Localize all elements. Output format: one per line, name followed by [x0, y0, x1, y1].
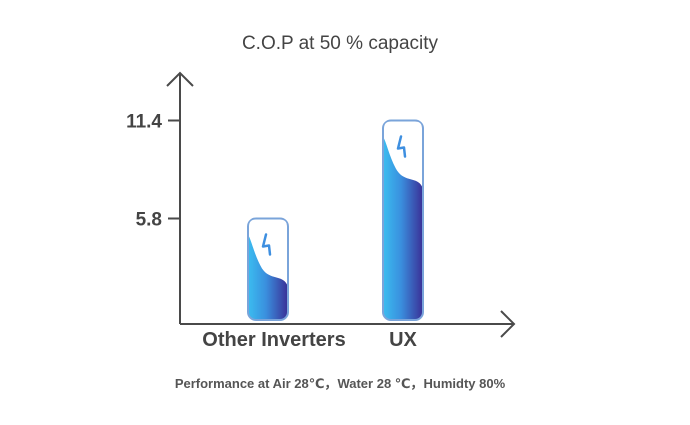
bar-wave-cap	[249, 219, 287, 285]
footnote: Performance at Air 28℃，Water 28 ℃，Humidt…	[175, 376, 506, 391]
x-category-labels: Other Inverters UX	[202, 329, 417, 351]
y-tick-label: 5.8	[136, 210, 162, 231]
x-category-label: Other Inverters	[202, 329, 345, 351]
x-category-label: UX	[389, 329, 417, 351]
x-axis-arrow	[500, 310, 516, 338]
bar-2	[382, 119, 424, 321]
chart-title: C.O.P at 50 % capacity	[242, 33, 439, 54]
y-axis-arrow	[166, 71, 194, 87]
y-ticks: 5.8 11.4	[126, 112, 180, 231]
bar-1	[247, 217, 289, 321]
lightning-bolt-icon	[396, 135, 407, 158]
y-tick-label: 11.4	[126, 112, 162, 133]
lightning-bolt-icon	[261, 233, 272, 256]
y-axis	[166, 71, 194, 324]
x-axis	[180, 310, 516, 338]
bar-wave-cap	[384, 121, 422, 187]
bars	[247, 119, 424, 321]
